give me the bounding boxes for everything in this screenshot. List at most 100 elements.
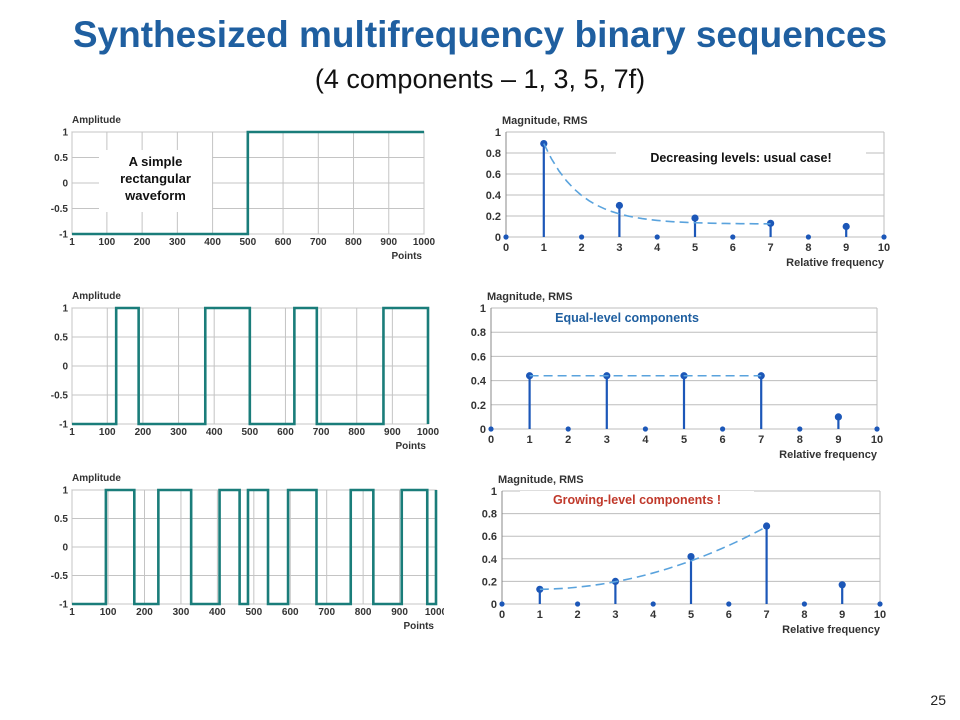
zero-marker [650, 601, 656, 607]
x-tick-label: 800 [345, 237, 362, 248]
y-tick-label: 0.8 [482, 509, 497, 521]
x-tick-label: 0 [488, 434, 494, 446]
annotation-text: Decreasing levels: usual case! [650, 151, 831, 165]
x-tick-label: 5 [681, 434, 687, 446]
spectrum-chart-equal: 1 0.8 0.6 0.4 0.2 00 1 2 3 4 5 6 7 8 9 10 Magnitude, RMS… [471, 291, 883, 461]
x-tick-label: 0 [503, 242, 509, 254]
x-tick-label: 5 [688, 609, 694, 621]
y-tick-label: 0.5 [54, 333, 68, 344]
y-tick-label: 0.5 [54, 153, 68, 164]
x-tick-label: 3 [604, 434, 610, 446]
x-tick-label: 4 [642, 434, 649, 446]
zero-marker [654, 234, 660, 240]
waveform-line [72, 306, 430, 426]
x-tick-label: 7 [764, 609, 770, 621]
y-axis-label: Magnitude, RMS [487, 291, 573, 303]
zero-marker [877, 601, 883, 607]
x-tick-label: 500 [241, 427, 258, 438]
x-tick-label: 10 [878, 242, 890, 254]
y-tick-label: -1 [59, 420, 68, 431]
y-tick-label: -0.5 [51, 571, 69, 582]
y-axis-label: Magnitude, RMS [498, 474, 584, 486]
x-tick-label: 9 [843, 242, 849, 254]
stem-marker [834, 413, 842, 421]
y-tick-label: 0 [491, 599, 497, 611]
x-tick-label: 0 [499, 609, 505, 621]
slide-title: Synthesized multifrequency binary sequen… [72, 14, 888, 55]
zero-marker [488, 426, 494, 432]
zero-marker [730, 234, 736, 240]
x-tick-label: 4 [654, 242, 661, 254]
y-tick-label: -1 [59, 600, 68, 611]
page-number: 25 [930, 692, 946, 708]
annotation-box [520, 491, 754, 509]
x-tick-label: 900 [391, 607, 408, 618]
zero-marker [726, 601, 732, 607]
x-tick-label: 400 [204, 237, 221, 248]
y-tick-label: 1 [62, 486, 68, 497]
y-tick-label: -0.5 [51, 391, 69, 402]
x-tick-label: 500 [245, 607, 262, 618]
zero-marker [801, 601, 807, 607]
x-tick-label: 5 [692, 242, 698, 254]
x-tick-label: 1000 [425, 607, 444, 618]
y-tick-label: 0 [62, 362, 68, 373]
y-tick-label: 1 [62, 304, 68, 315]
trend-line [543, 143, 771, 225]
x-tick-label: 4 [650, 609, 657, 621]
x-tick-label: 8 [805, 242, 811, 254]
x-tick-label: 2 [579, 242, 585, 254]
x-tick-label: 100 [99, 427, 116, 438]
y-tick-label: 0.2 [471, 400, 486, 412]
slide-subtitle: (4 components – 1, 3, 5, 7f) [314, 64, 646, 94]
y-tick-label: 0 [495, 232, 501, 244]
stem-marker [691, 214, 699, 222]
stem-marker [842, 222, 850, 231]
x-tick-label: 400 [206, 427, 223, 438]
zero-marker [805, 234, 811, 240]
x-tick-label: 1 [527, 434, 533, 446]
x-tick-label: 1 [537, 609, 543, 621]
x-tick-label: 200 [136, 607, 153, 618]
zero-marker [797, 426, 803, 432]
zero-marker [881, 234, 887, 240]
x-tick-label: 700 [313, 427, 330, 438]
annotation-box [99, 150, 212, 212]
x-tick-label: 3 [616, 242, 622, 254]
zero-marker [720, 426, 726, 432]
annotation-text: A simple [129, 154, 183, 169]
y-tick-label: 0.6 [471, 351, 486, 363]
x-tick-label: 1 [69, 607, 75, 618]
x-axis-label: Relative frequency [786, 257, 885, 269]
x-tick-label: 100 [99, 237, 116, 248]
x-axis-label: Points [395, 441, 426, 452]
stem-marker [687, 552, 695, 561]
y-tick-label: 0.8 [471, 327, 486, 339]
y-tick-label: -0.5 [51, 204, 69, 215]
y-tick-label: 0.2 [486, 211, 501, 223]
x-tick-label: 600 [282, 607, 299, 618]
waveform-chart-simple: 1 100 200 300 400 500 600 700 800 900 1000 1 0.5 0 -0.… [51, 115, 436, 262]
annotation-text: Growing-level components ! [553, 493, 721, 507]
x-tick-label: 8 [801, 609, 807, 621]
y-axis-label: Amplitude [72, 291, 121, 302]
y-tick-label: 0.4 [486, 190, 502, 202]
y-tick-label: 0.2 [482, 576, 497, 588]
x-tick-label: 1 [69, 427, 75, 438]
x-tick-label: 900 [380, 237, 397, 248]
y-tick-label: 1 [491, 486, 497, 498]
x-tick-label: 100 [100, 607, 117, 618]
x-tick-label: 1000 [413, 237, 436, 248]
x-tick-label: 6 [720, 434, 726, 446]
annotation-text: Equal-level components [555, 311, 699, 325]
stem-marker [838, 581, 846, 589]
x-tick-label: 9 [835, 434, 841, 446]
stem-marker [615, 201, 623, 210]
waveform-chart-multifrequency-2: 1 100 200 300 400 500 600 700 800 900 1000 1 0.5 0 -0.… [51, 473, 444, 632]
x-tick-label: 8 [797, 434, 803, 446]
y-tick-label: 0 [62, 543, 68, 554]
y-tick-label: 0.4 [471, 376, 487, 388]
x-tick-label: 700 [310, 237, 327, 248]
x-tick-label: 600 [277, 427, 294, 438]
x-tick-label: 6 [726, 609, 732, 621]
